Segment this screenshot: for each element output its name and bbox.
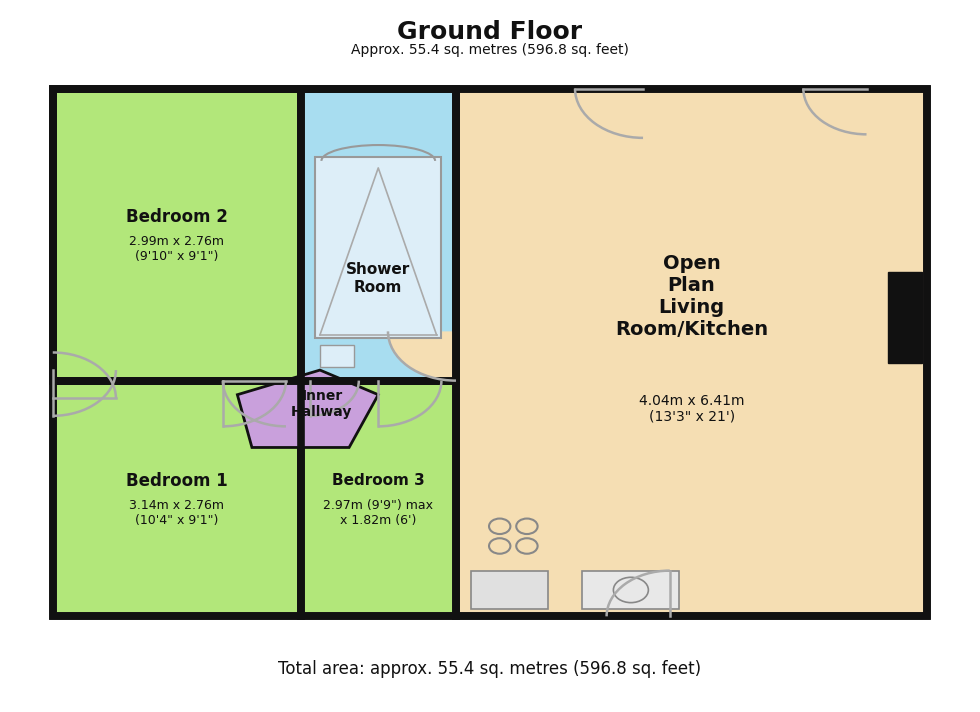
Bar — [319, 345, 354, 367]
Text: Inner
Hallway: Inner Hallway — [291, 389, 353, 419]
Bar — [316, 157, 441, 338]
Text: 2.97m (9'9") max
x 1.82m (6'): 2.97m (9'9") max x 1.82m (6') — [323, 498, 433, 527]
Text: Total area: approx. 55.4 sq. metres (596.8 sq. feet): Total area: approx. 55.4 sq. metres (596… — [278, 660, 702, 678]
Polygon shape — [237, 370, 378, 447]
Bar — [53, 88, 301, 381]
Bar — [456, 88, 927, 617]
Bar — [53, 88, 456, 381]
Bar — [582, 570, 679, 609]
Text: Bedroom 3: Bedroom 3 — [332, 473, 424, 488]
Wedge shape — [388, 331, 456, 381]
Text: 2.99m x 2.76m
(9'10" x 9'1"): 2.99m x 2.76m (9'10" x 9'1") — [129, 235, 224, 263]
Bar — [53, 88, 927, 617]
Text: Bedroom 2: Bedroom 2 — [125, 208, 227, 226]
Text: Ground Floor: Ground Floor — [398, 21, 582, 44]
Text: 4.04m x 6.41m
(13'3" x 21'): 4.04m x 6.41m (13'3" x 21') — [639, 394, 745, 424]
Text: Approx. 55.4 sq. metres (596.8 sq. feet): Approx. 55.4 sq. metres (596.8 sq. feet) — [351, 43, 629, 57]
Bar — [470, 570, 548, 609]
Bar — [53, 381, 301, 617]
Bar — [301, 88, 456, 381]
Text: Shower
Room: Shower Room — [346, 262, 411, 295]
Text: Bedroom 1: Bedroom 1 — [125, 472, 227, 490]
Text: 3.14m x 2.76m
(10'4" x 9'1"): 3.14m x 2.76m (10'4" x 9'1") — [129, 498, 224, 527]
Bar — [301, 381, 456, 617]
Bar — [889, 271, 922, 363]
Text: Open
Plan
Living
Room/Kitchen: Open Plan Living Room/Kitchen — [615, 253, 768, 339]
